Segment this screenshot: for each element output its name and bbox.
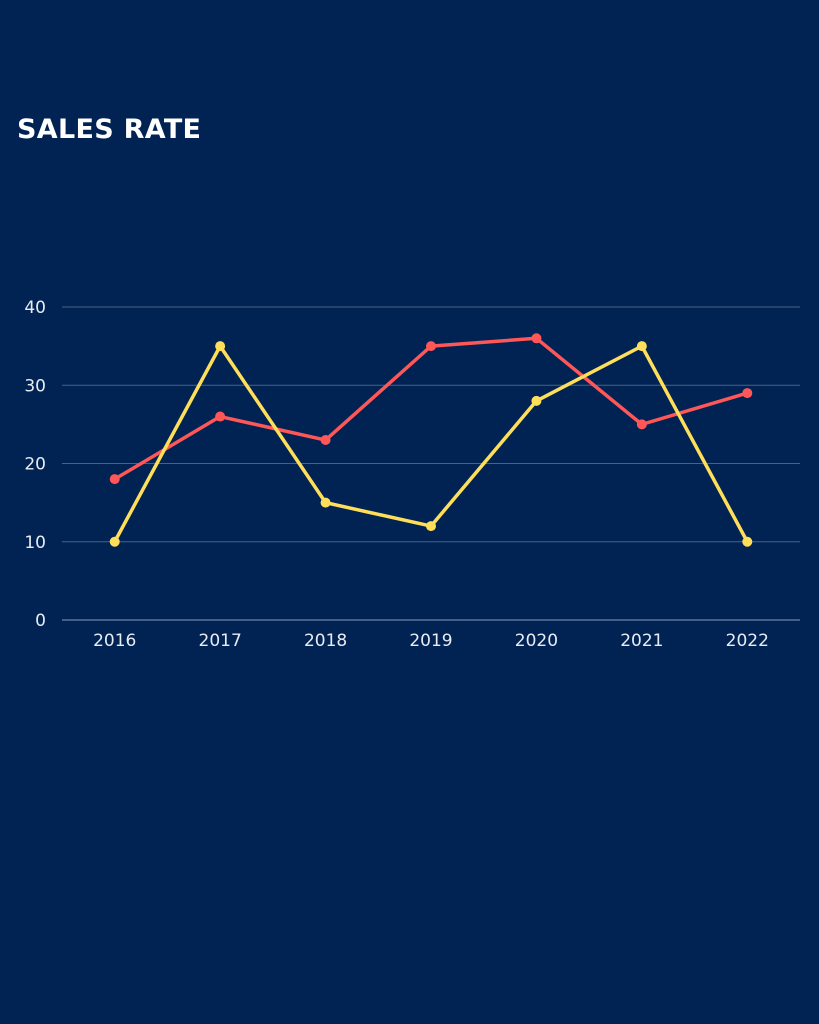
series-2-point bbox=[426, 521, 436, 532]
x-tick-label: 2021 bbox=[620, 631, 663, 651]
y-tick-label: 30 bbox=[24, 376, 46, 396]
x-tick-label: 2017 bbox=[199, 631, 242, 651]
series-2-point bbox=[636, 341, 647, 352]
series-1-line bbox=[113, 336, 748, 481]
y-tick-label: 0 bbox=[35, 611, 46, 631]
series-1-point bbox=[109, 474, 120, 485]
series-1-point bbox=[426, 341, 436, 352]
series-1-point bbox=[531, 333, 542, 344]
series-1-point bbox=[742, 388, 753, 399]
y-tick-label: 40 bbox=[24, 298, 46, 318]
x-tick-label: 2016 bbox=[93, 631, 136, 651]
series-2-point bbox=[109, 536, 120, 547]
series-2-point bbox=[531, 395, 542, 406]
series-2-point bbox=[320, 497, 331, 508]
x-tick-label: 2020 bbox=[515, 631, 558, 651]
series-2-point bbox=[215, 341, 226, 352]
x-tick-label: 2022 bbox=[726, 631, 769, 651]
y-tick-label: 20 bbox=[24, 455, 46, 475]
series-1-point bbox=[636, 419, 647, 430]
series-1-point bbox=[320, 435, 331, 446]
y-tick-label: 10 bbox=[24, 533, 46, 553]
series-2-line bbox=[113, 344, 749, 543]
chart-title: SALES RATE bbox=[17, 114, 202, 145]
x-tick-label: 2019 bbox=[409, 631, 452, 651]
series-2-point bbox=[742, 536, 753, 547]
x-tick-label: 2018 bbox=[304, 631, 347, 651]
series-1-point bbox=[215, 411, 226, 422]
